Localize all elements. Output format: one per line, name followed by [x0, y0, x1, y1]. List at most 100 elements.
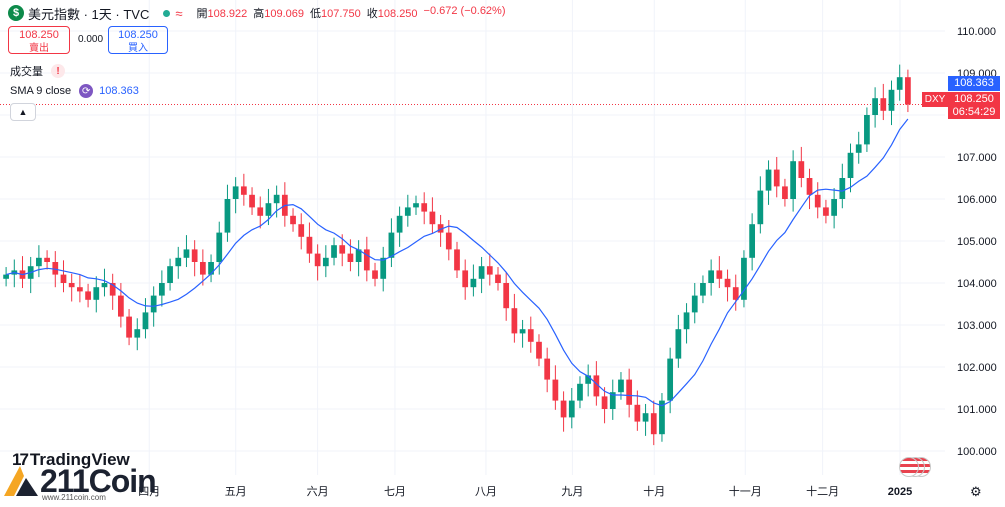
candle-body	[855, 144, 862, 153]
candle-body	[44, 257, 50, 262]
time-tick-label: 十二月	[806, 484, 839, 498]
candle-body	[77, 287, 83, 292]
candle-body	[437, 224, 444, 233]
candle-body	[675, 329, 682, 359]
time-tick-label: 七月	[384, 485, 406, 498]
tradingview-icon: 17	[12, 450, 29, 469]
candle-body	[486, 266, 493, 275]
candle-body	[782, 186, 788, 199]
candle-body	[396, 215, 403, 233]
candle-body	[618, 379, 624, 393]
candle-body	[298, 224, 305, 237]
candle-body	[585, 375, 592, 384]
candle-body	[199, 262, 206, 275]
candles	[3, 64, 911, 446]
candle-body	[536, 341, 542, 359]
time-axis[interactable]: 四月 五月 六月 七月 八月 九月 十月 十一月 十二月 2025	[138, 484, 912, 498]
candle-body	[372, 270, 378, 279]
candle-body	[724, 278, 731, 288]
gear-icon[interactable]: ⚙	[970, 484, 982, 499]
refresh-icon[interactable]: ⟳	[79, 84, 94, 98]
candle-body	[823, 207, 829, 216]
price-tick-label: 102.000	[957, 362, 997, 374]
candle-body	[470, 278, 477, 288]
candle-body	[544, 358, 551, 380]
tradingview-logo[interactable]: 17 TradingView	[12, 450, 130, 469]
candle-body	[273, 194, 280, 204]
candle-body	[331, 245, 337, 258]
coin-logo-icon	[4, 466, 38, 496]
candle-body	[708, 270, 715, 283]
collapse-indicators-button[interactable]: ▲	[10, 103, 36, 121]
economic-events-icon[interactable]	[899, 457, 935, 477]
price-tick-label: 101.000	[957, 404, 997, 416]
sell-button[interactable]: 108.250 賣出	[8, 26, 70, 54]
candle-body	[339, 245, 346, 254]
candle-body	[634, 404, 641, 422]
candle-body	[552, 379, 559, 401]
sma-indicator[interactable]: SMA 9 close ⟳ 108.363	[10, 84, 139, 98]
candle-body	[683, 312, 690, 330]
candle-body	[322, 257, 329, 267]
candle-body	[314, 253, 321, 267]
market-status: ≈	[175, 5, 183, 21]
candle-body	[85, 291, 91, 300]
candle-body	[404, 207, 411, 216]
candle-body	[814, 194, 821, 208]
candle-body	[495, 274, 501, 283]
buy-button[interactable]: 108.250 買入	[108, 26, 168, 54]
candle-body	[773, 169, 780, 187]
candle-body	[380, 257, 387, 279]
candle-body	[650, 413, 657, 435]
price-tick-label: 105.000	[957, 236, 997, 248]
price-tick-label: 100.000	[957, 446, 997, 458]
candle-body	[560, 400, 567, 418]
sma-line	[5, 118, 909, 407]
price-tick-label: 107.000	[957, 152, 997, 164]
candle-body	[691, 295, 698, 313]
candle-body	[93, 287, 100, 300]
candle-body	[642, 413, 649, 422]
chevron-up-icon: ▲	[18, 107, 28, 117]
candle-body	[519, 329, 526, 334]
candle-body	[413, 203, 419, 208]
symbol-header[interactable]: $ 美元指數 · 1天 · TVC ≈ 開108.922 高109.069 低1…	[8, 4, 506, 22]
candle-body	[3, 274, 9, 279]
candle-body	[388, 232, 395, 258]
candle-body	[593, 375, 600, 397]
candle-body	[659, 400, 665, 435]
candle-body	[158, 283, 165, 296]
candle-body	[60, 274, 67, 283]
warning-icon[interactable]: !	[51, 64, 65, 78]
time-tick-label: 八月	[475, 486, 497, 498]
candle-body	[798, 161, 805, 178]
watermark-logo: 211Coin www.211coin.com	[2, 462, 157, 502]
candle-body	[577, 383, 583, 401]
candle-body	[150, 295, 157, 313]
volume-indicator[interactable]: 成交量 !	[10, 63, 65, 79]
candle-body	[732, 287, 739, 300]
candle-body	[511, 308, 518, 334]
candle-body	[142, 312, 149, 330]
candle-body	[626, 379, 633, 405]
market-open-icon	[163, 9, 171, 17]
candle-body	[806, 178, 813, 195]
last-price-tag: 108.250 06:54:29	[948, 92, 1000, 119]
candle-body	[839, 178, 846, 199]
candle-body	[421, 203, 428, 212]
candle-body	[208, 262, 214, 275]
time-tick-label: 2025	[888, 486, 912, 498]
candle-body	[429, 211, 436, 225]
candle-body	[568, 400, 575, 418]
symbol-title[interactable]: 美元指數 · 1天 · TVC	[28, 6, 150, 22]
candle-body	[240, 186, 247, 195]
candle-body	[257, 207, 264, 216]
time-tick-label: 五月	[225, 486, 247, 498]
candle-body	[134, 329, 141, 338]
candle-body	[306, 236, 313, 254]
candle-body	[175, 257, 182, 267]
candle-body	[847, 152, 854, 178]
candle-body	[527, 329, 534, 342]
candle-body	[896, 77, 903, 90]
